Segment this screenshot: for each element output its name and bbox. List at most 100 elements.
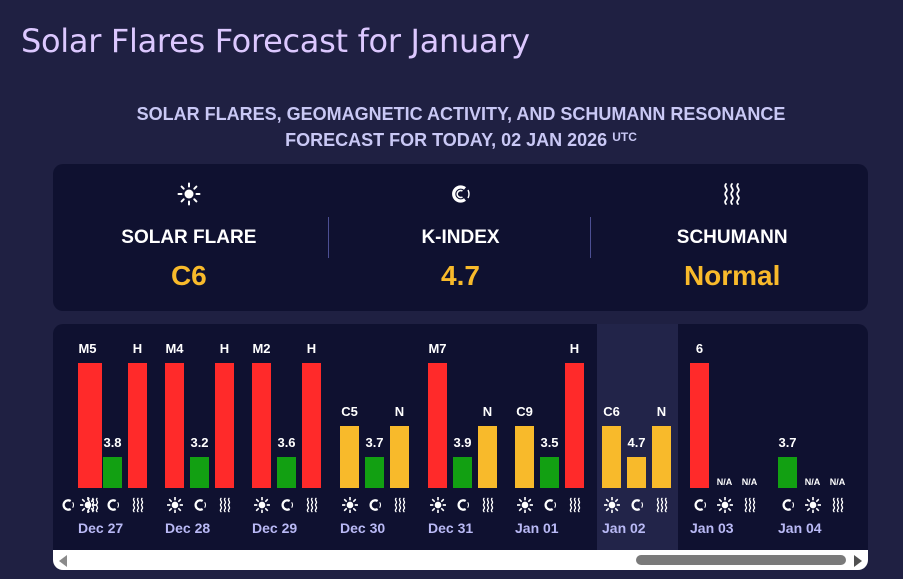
- flare-label: M7: [428, 341, 447, 356]
- kindex-label: 4.7: [627, 435, 646, 450]
- schumann-label: H: [306, 341, 317, 356]
- kindex-label: 3.8: [103, 435, 122, 450]
- flare-label: M5: [78, 341, 97, 356]
- flare-label: M2: [252, 341, 271, 356]
- sun-icon: [341, 496, 358, 514]
- date-label: Jan 02: [602, 520, 646, 536]
- magnet-icon: [192, 497, 208, 513]
- kindex-label: 3.2: [190, 435, 209, 450]
- sun-icon: [79, 496, 96, 514]
- na-label: N/A: [829, 477, 846, 487]
- na-label: N/A: [716, 477, 733, 487]
- date-label: Dec 30: [340, 520, 386, 536]
- today-summary-panel: SOLAR FLARE C6 K-INDEX 4.7 SCHUMANN Norm…: [53, 164, 868, 311]
- schumann-label: H: [132, 341, 143, 356]
- date-label: Dec 31: [428, 520, 474, 536]
- schumann-bar: [565, 363, 584, 488]
- sun-icon: [603, 496, 620, 514]
- magnet-icon: [105, 497, 121, 513]
- waves-icon: [480, 497, 496, 513]
- kindex-label: 3.6: [277, 435, 296, 450]
- date-label: Jan 01: [515, 520, 559, 536]
- summary-solar-flare: SOLAR FLARE C6: [53, 164, 325, 311]
- magnet-icon: [367, 497, 383, 513]
- kindex-bar: [190, 457, 209, 488]
- schumann-label: H: [569, 341, 580, 356]
- summary-schumann: SCHUMANN Normal: [596, 164, 868, 311]
- kindex-bar: [103, 457, 122, 488]
- na-label: N/A: [804, 477, 821, 487]
- magnet-icon: [629, 497, 645, 513]
- kindex-bar: [540, 457, 559, 488]
- waves-icon: [654, 497, 670, 513]
- kindex-bar: [627, 457, 646, 488]
- sun-icon: [804, 496, 821, 514]
- waves-icon: [217, 497, 233, 513]
- flare-bar: [515, 426, 534, 488]
- magnet-icon: [60, 497, 76, 513]
- schumann-bar: [652, 426, 671, 488]
- schumann-label: N: [656, 404, 667, 419]
- schumann-label: H: [219, 341, 230, 356]
- sun-icon: [53, 182, 325, 206]
- kindex-bar: [453, 457, 472, 488]
- forecast-timeline[interactable]: M5 3.8 H Dec 27 M4 3.2 H Dec 28 M2 3.6 H Dec 29 C5 3.…: [53, 324, 868, 570]
- summary-k-index: K-INDEX 4.7: [325, 164, 597, 311]
- utc-label: UTC: [612, 130, 637, 144]
- date-label: Dec 28: [165, 520, 211, 536]
- divider: [590, 217, 591, 258]
- k-index-value: 4.7: [441, 260, 480, 291]
- date-label: Dec 29: [252, 520, 298, 536]
- subtitle-line-2: FORECAST FOR TODAY, 02 JAN 2026 UTC: [0, 127, 903, 153]
- magnet-icon: [542, 497, 558, 513]
- scroll-right-arrow[interactable]: [854, 555, 862, 567]
- waves-icon: [392, 497, 408, 513]
- scroll-thumb[interactable]: [636, 555, 846, 565]
- sun-icon: [253, 496, 270, 514]
- magnet-icon: [455, 497, 471, 513]
- sun-icon: [166, 496, 183, 514]
- kindex-bar: [365, 457, 384, 488]
- sun-icon: [516, 496, 533, 514]
- magnet-icon: [325, 182, 597, 206]
- flare-label: M4: [165, 341, 184, 356]
- k-index-label: K-INDEX: [421, 227, 500, 248]
- magnet-icon: [780, 497, 796, 513]
- schumann-bar: [390, 426, 409, 488]
- kindex-bar: [778, 457, 797, 488]
- sun-icon: [429, 496, 446, 514]
- page-title: Solar Flares Forecast for January: [21, 22, 530, 60]
- schumann-label: N: [394, 404, 405, 419]
- flare-label: C6: [603, 404, 620, 419]
- kindex-bar: [690, 363, 709, 488]
- divider: [328, 217, 329, 258]
- flare-bar: [165, 363, 184, 488]
- flare-bar: [602, 426, 621, 488]
- schumann-bar: [302, 363, 321, 488]
- schumann-value: Normal: [683, 260, 781, 291]
- schumann-label: N: [482, 404, 493, 419]
- horizontal-scrollbar[interactable]: [53, 550, 868, 570]
- date-label: Jan 03: [690, 520, 734, 536]
- kindex-label: 3.7: [365, 435, 384, 450]
- flare-label: C9: [516, 404, 533, 419]
- solar-flare-label: SOLAR FLARE: [121, 227, 257, 248]
- waves-icon: [830, 497, 846, 513]
- scroll-left-arrow[interactable]: [59, 555, 67, 567]
- flare-bar: [78, 363, 97, 488]
- date-label: Jan 04: [778, 520, 822, 536]
- schumann-bar: [478, 426, 497, 488]
- waves-icon: [596, 182, 868, 206]
- kindex-label: 6: [695, 341, 704, 356]
- schumann-label: SCHUMANN: [676, 227, 788, 248]
- magnet-icon: [279, 497, 295, 513]
- flare-label: C5: [341, 404, 358, 419]
- schumann-bar: [128, 363, 147, 488]
- flare-bar: [340, 426, 359, 488]
- waves-icon: [742, 497, 758, 513]
- forecast-subtitle: SOLAR FLARES, GEOMAGNETIC ACTIVITY, AND …: [0, 101, 903, 153]
- date-label: Dec 27: [78, 520, 124, 536]
- kindex-label: 3.9: [453, 435, 472, 450]
- waves-icon: [130, 497, 146, 513]
- flare-bar: [252, 363, 271, 488]
